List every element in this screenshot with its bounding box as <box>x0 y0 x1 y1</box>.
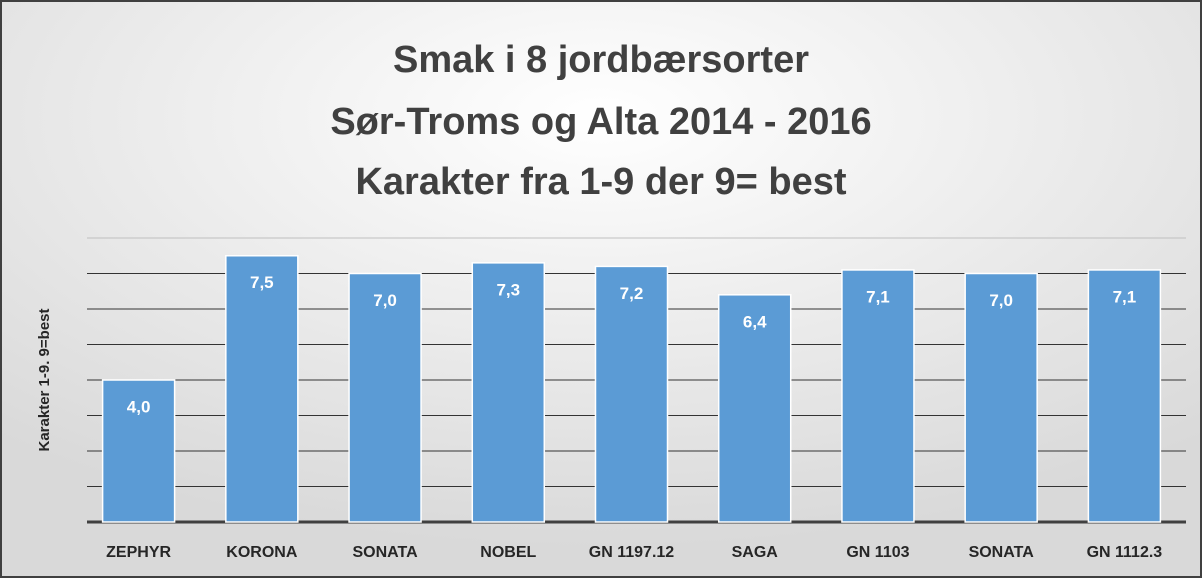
x-tick-label: GN 1112.3 <box>1087 544 1163 561</box>
bar <box>1087 269 1162 523</box>
x-tick-label: SONATA <box>352 544 418 561</box>
x-tick-label: GN 1197.12 <box>589 544 675 561</box>
data-label: 6,4 <box>743 312 767 331</box>
bar <box>225 255 299 523</box>
data-label: 7,1 <box>866 287 890 306</box>
data-label: 7,2 <box>620 284 644 303</box>
x-tick-label: NOBEL <box>480 544 536 561</box>
data-label: 7,3 <box>496 280 520 299</box>
y-axis-label: Karakter 1-9. 9=best <box>36 308 53 451</box>
data-label: 7,5 <box>250 273 274 292</box>
data-label: 7,0 <box>373 291 397 310</box>
bar <box>348 272 422 523</box>
data-label: 7,1 <box>1113 287 1137 306</box>
bar <box>471 262 546 523</box>
bar <box>841 269 915 523</box>
data-label: 4,0 <box>127 397 151 416</box>
data-label: 7,0 <box>989 291 1013 310</box>
chart-title: Karakter fra 1-9 der 9= best <box>355 161 846 203</box>
x-tick-label: SONATA <box>969 544 1035 561</box>
bar <box>101 379 176 523</box>
bar <box>964 272 1038 523</box>
x-tick-label: ZEPHYR <box>106 544 171 561</box>
x-tick-label: KORONA <box>226 544 298 561</box>
chart-title: Smak i 8 jordbærsorter <box>393 39 809 81</box>
bar <box>594 265 669 523</box>
x-tick-label: SAGA <box>732 544 779 561</box>
x-tick-label: GN 1103 <box>846 544 909 561</box>
chart-title: Sør-Troms og Alta 2014 - 2016 <box>330 101 871 143</box>
bar <box>717 294 792 523</box>
